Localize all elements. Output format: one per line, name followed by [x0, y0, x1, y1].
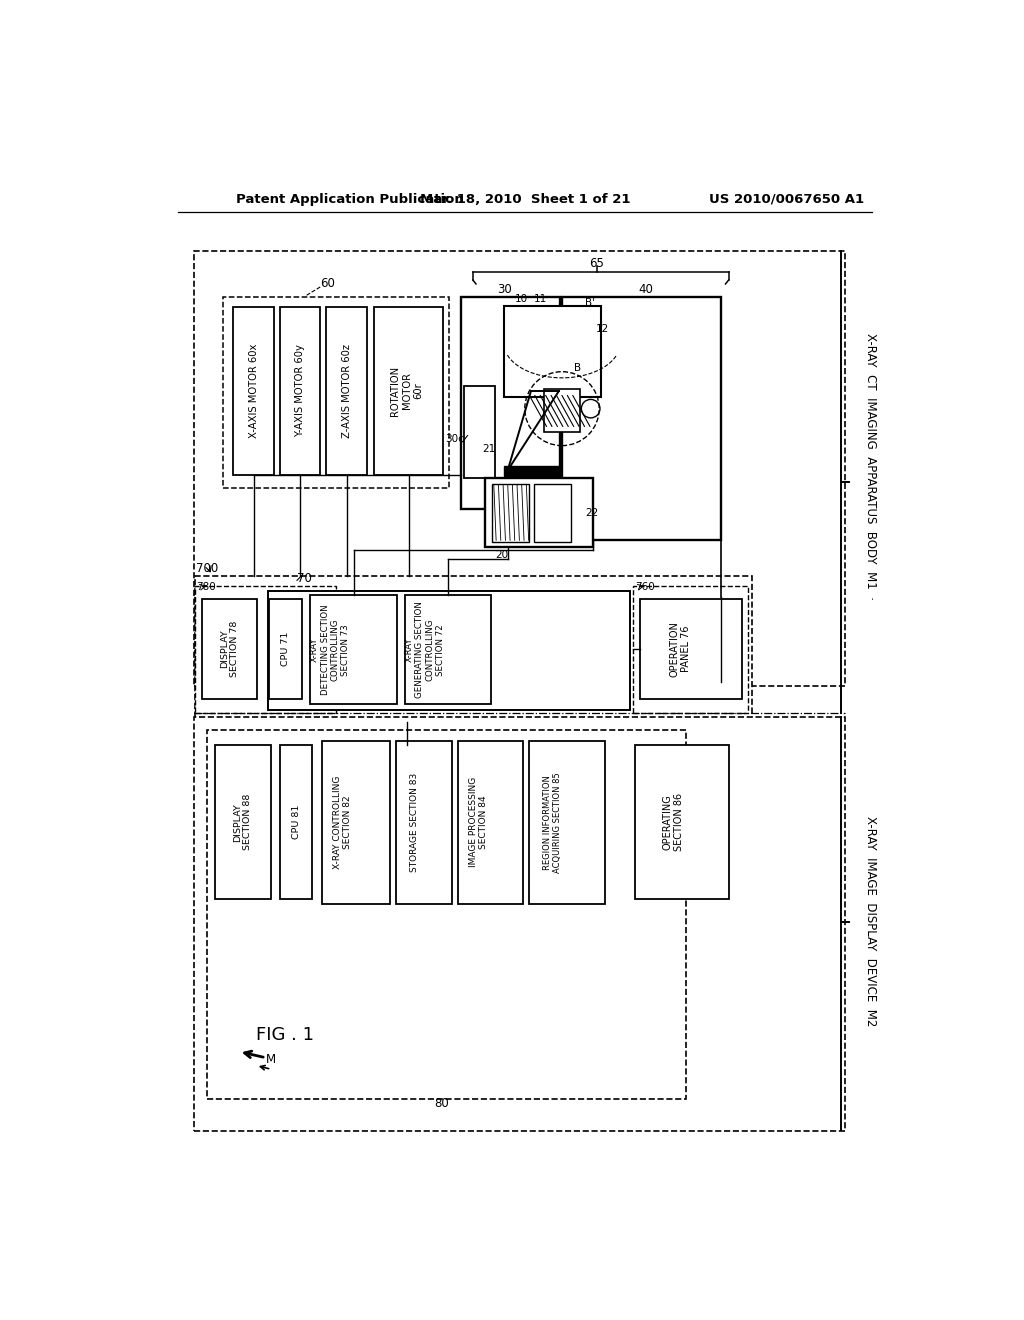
- Text: 70: 70: [297, 572, 312, 585]
- Text: IMAGE PROCESSING
SECTION 84: IMAGE PROCESSING SECTION 84: [469, 777, 488, 867]
- Text: 60: 60: [321, 277, 336, 290]
- Text: 80: 80: [434, 1097, 450, 1110]
- Bar: [202, 599, 257, 700]
- Text: X-RAY CONTROLLING
SECTION 82: X-RAY CONTROLLING SECTION 82: [333, 775, 352, 869]
- Bar: [504, 466, 560, 475]
- Bar: [529, 741, 605, 904]
- Bar: [222, 297, 449, 488]
- Bar: [464, 385, 496, 478]
- Bar: [269, 599, 302, 700]
- Text: MOTOR: MOTOR: [402, 372, 412, 409]
- Text: X-RAY  CT  IMAGING  APPARATUS  BODY  M1  ·: X-RAY CT IMAGING APPARATUS BODY M1 ·: [864, 333, 877, 599]
- Bar: [280, 744, 312, 899]
- Text: B: B: [573, 363, 581, 372]
- Bar: [514, 314, 588, 378]
- Text: X-RAY  IMAGE  DISPLAY  DEVICE  M2: X-RAY IMAGE DISPLAY DEVICE M2: [864, 816, 877, 1026]
- Text: 30: 30: [498, 282, 512, 296]
- Text: 780: 780: [197, 582, 216, 593]
- Bar: [327, 308, 367, 475]
- Text: 700: 700: [197, 562, 218, 576]
- Bar: [562, 297, 721, 540]
- Bar: [322, 741, 390, 904]
- Text: 760: 760: [635, 582, 654, 593]
- Bar: [493, 484, 529, 543]
- Bar: [207, 730, 686, 1100]
- Bar: [484, 478, 593, 548]
- Text: CPU 71: CPU 71: [281, 632, 290, 667]
- Text: REGION INFORMATION
ACQUIRING SECTION 85: REGION INFORMATION ACQUIRING SECTION 85: [543, 772, 562, 873]
- Bar: [504, 306, 601, 397]
- Text: 21: 21: [482, 445, 496, 454]
- Text: 65: 65: [590, 256, 604, 269]
- Bar: [535, 484, 571, 543]
- Bar: [633, 586, 748, 713]
- Bar: [396, 741, 452, 904]
- Text: Z-AXIS MOTOR 60z: Z-AXIS MOTOR 60z: [342, 345, 351, 438]
- Bar: [544, 389, 580, 432]
- Bar: [640, 599, 741, 700]
- Text: M: M: [266, 1053, 276, 1065]
- Text: 22: 22: [585, 508, 598, 517]
- Text: OPERATION
PANEL 76: OPERATION PANEL 76: [670, 620, 691, 677]
- Bar: [267, 591, 630, 710]
- Text: X-AXIS MOTOR 60x: X-AXIS MOTOR 60x: [249, 343, 258, 438]
- Text: B': B': [585, 298, 595, 308]
- Text: 20: 20: [495, 550, 508, 560]
- Text: X-RAY
GENERATING SECTION
CONTROLLING
SECTION 72: X-RAY GENERATING SECTION CONTROLLING SEC…: [404, 601, 444, 698]
- Text: 30c: 30c: [445, 434, 465, 445]
- Text: FIG . 1: FIG . 1: [256, 1026, 314, 1044]
- Bar: [635, 744, 729, 899]
- Bar: [310, 595, 397, 705]
- Bar: [194, 717, 845, 1131]
- Bar: [194, 251, 845, 686]
- Text: CPU 81: CPU 81: [292, 805, 301, 840]
- Text: 12: 12: [596, 325, 609, 334]
- Text: 10: 10: [515, 294, 528, 305]
- Text: ROTATION: ROTATION: [390, 366, 400, 416]
- Bar: [461, 297, 560, 508]
- Bar: [233, 308, 273, 475]
- Text: STORAGE SECTION 83: STORAGE SECTION 83: [411, 772, 419, 871]
- Text: 11: 11: [534, 294, 547, 305]
- Text: X-RAY
DETECTING SECTION
CONTROLLING
SECTION 73: X-RAY DETECTING SECTION CONTROLLING SECT…: [310, 605, 350, 694]
- Text: Mar. 18, 2010  Sheet 1 of 21: Mar. 18, 2010 Sheet 1 of 21: [420, 193, 630, 206]
- Bar: [404, 595, 492, 705]
- Text: US 2010/0067650 A1: US 2010/0067650 A1: [710, 193, 864, 206]
- Bar: [196, 576, 752, 722]
- Text: Y-AXIS MOTOR 60y: Y-AXIS MOTOR 60y: [295, 345, 305, 437]
- Text: DISPLAY
SECTION 78: DISPLAY SECTION 78: [220, 620, 240, 677]
- Bar: [215, 744, 270, 899]
- Text: DISPLAY
SECTION 88: DISPLAY SECTION 88: [233, 793, 252, 850]
- Text: 60r: 60r: [413, 383, 423, 400]
- Text: Patent Application Publication: Patent Application Publication: [237, 193, 464, 206]
- Text: 40: 40: [638, 282, 653, 296]
- Bar: [280, 308, 321, 475]
- Bar: [375, 308, 442, 475]
- Bar: [196, 586, 337, 713]
- Text: OPERATING
SECTION 86: OPERATING SECTION 86: [663, 793, 684, 851]
- Bar: [458, 741, 523, 904]
